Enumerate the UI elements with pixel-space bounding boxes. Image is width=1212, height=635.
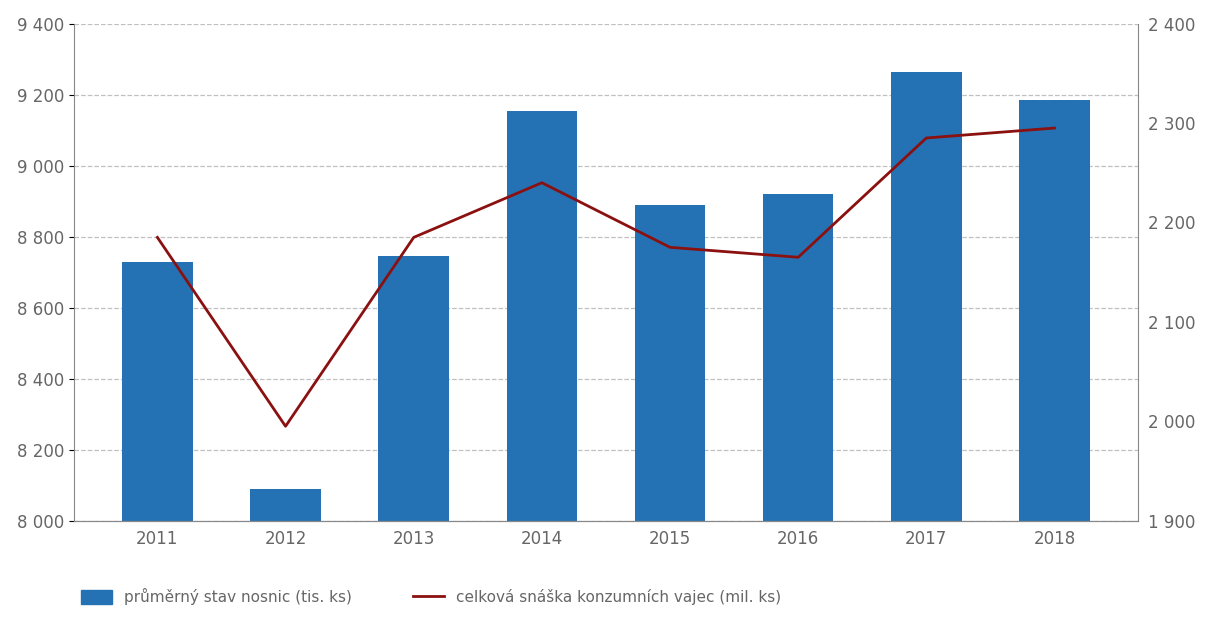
Bar: [1019, 100, 1090, 635]
Bar: [635, 204, 705, 635]
Bar: [378, 256, 448, 635]
Bar: [762, 194, 834, 635]
Bar: [891, 72, 961, 635]
Bar: [507, 110, 577, 635]
Bar: [122, 262, 193, 635]
Bar: [251, 489, 321, 635]
Legend: průměrný stav nosnic (tis. ks), celková snáška konzumních vajec (mil. ks): průměrný stav nosnic (tis. ks), celková …: [81, 588, 781, 605]
